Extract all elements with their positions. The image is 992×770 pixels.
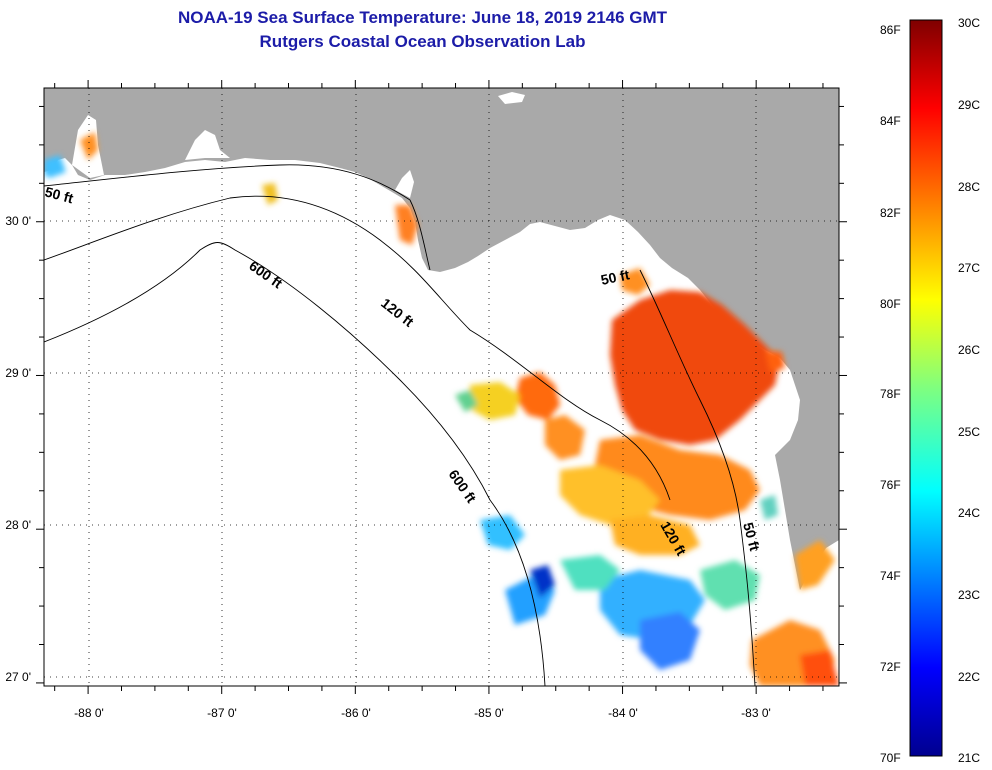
map-title: NOAA-19 Sea Surface Temperature: June 18… xyxy=(177,8,668,27)
graticule xyxy=(44,88,839,686)
lake xyxy=(498,92,525,104)
colorbar-c-label: 30C xyxy=(958,16,980,30)
colorbar-f-label: 78F xyxy=(880,387,901,401)
colorbar-c-label: 28C xyxy=(958,180,980,194)
isobath-label: 50 ft xyxy=(740,521,763,553)
colorbar-f-label: 82F xyxy=(880,206,901,220)
axis-ticks xyxy=(36,80,847,694)
lat-tick-label: 27 0' xyxy=(5,670,31,684)
colorbar-c-label: 27C xyxy=(958,261,980,275)
colorbar: 30C 29C 28C 27C 26C 25C 24C 23C 22C 21C … xyxy=(880,16,980,765)
lon-tick-label: -84 0' xyxy=(608,706,638,720)
colorbar-f-label: 80F xyxy=(880,297,901,311)
map-frame xyxy=(43,87,840,687)
bay xyxy=(185,130,230,160)
isobaths xyxy=(44,164,756,686)
colorbar-ramp xyxy=(909,19,943,757)
lon-tick-label: -86 0' xyxy=(341,706,371,720)
colorbar-f-label: 86F xyxy=(880,23,901,37)
colorbar-f-label: 70F xyxy=(880,751,901,765)
colorbar-f-label: 72F xyxy=(880,660,901,674)
land-mass xyxy=(44,88,839,590)
lat-tick-label: 29 0' xyxy=(5,366,31,380)
colorbar-f-label: 74F xyxy=(880,569,901,583)
lon-tick-label: -83 0' xyxy=(741,706,771,720)
map-subtitle: Rutgers Coastal Ocean Observation Lab xyxy=(259,32,586,51)
colorbar-f-label: 76F xyxy=(880,478,901,492)
colorbar-c-label: 21C xyxy=(958,751,980,765)
lat-tick-label: 30 0' xyxy=(5,214,31,228)
lon-tick-label: -88 0' xyxy=(74,706,104,720)
colorbar-c-label: 22C xyxy=(958,670,980,684)
sst-data xyxy=(44,132,839,686)
bay xyxy=(395,170,414,198)
colorbar-c-label: 23C xyxy=(958,588,980,602)
isobath-label: 50 ft xyxy=(43,183,75,206)
colorbar-c-label: 25C xyxy=(958,425,980,439)
colorbar-c-label: 24C xyxy=(958,506,980,520)
colorbar-f-label: 84F xyxy=(880,114,901,128)
colorbar-c-label: 29C xyxy=(958,98,980,112)
colorbar-c-label: 26C xyxy=(958,343,980,357)
isobath-label: 50 ft xyxy=(599,266,631,288)
lon-tick-label: -85 0' xyxy=(474,706,504,720)
lat-tick-label: 28 0' xyxy=(5,518,31,532)
lon-tick-label: -87 0' xyxy=(207,706,237,720)
